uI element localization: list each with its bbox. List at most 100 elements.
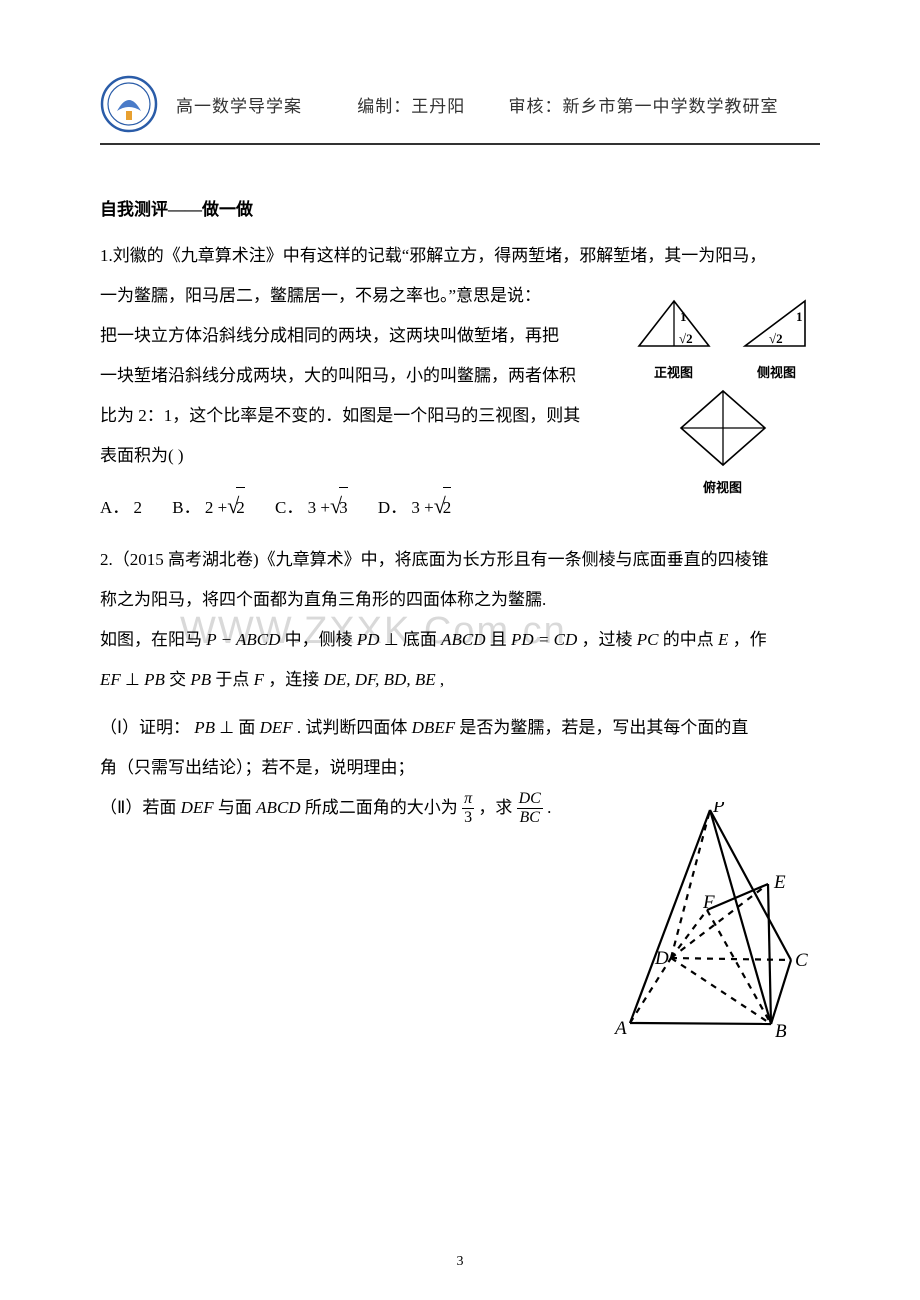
page-number: 3	[0, 1254, 920, 1270]
t: （Ⅰ）证明：	[100, 718, 194, 737]
choice-c-prefix: 3 +	[308, 498, 330, 517]
school-logo-icon	[100, 75, 158, 133]
q1-line3: 把一块立方体沿斜线分成相同的两块，这两块叫做堑堵，再把	[100, 316, 595, 356]
review-name: 新乡市第一中学数学教研室	[563, 97, 779, 116]
choice-a: A． 2	[100, 498, 142, 517]
author-label: 编制：	[357, 97, 411, 116]
m: ABCD	[256, 798, 300, 817]
den: 3	[462, 809, 474, 827]
review-label: 审核：	[509, 97, 563, 116]
t: ,	[436, 670, 445, 689]
m: ABCD	[441, 630, 485, 649]
label-a: A	[613, 1018, 627, 1039]
author-block: 编制：王丹阳	[357, 92, 465, 117]
t: ，求	[478, 798, 512, 817]
t: 中，侧棱	[280, 630, 357, 649]
q1-line4: 一块堑堵沿斜线分成两块，大的叫阳马，小的叫鳖臑，两者体积	[100, 356, 595, 396]
three-view-figure: 1 √2 正视图 1 √2 侧视图	[615, 296, 830, 496]
section-title: 自我测评——做一做	[100, 195, 820, 220]
page-header: 高一数学导学案 编制：王丹阳 审核：新乡市第一中学数学教研室	[100, 75, 820, 133]
q2-line2: 称之为阳马，将四个面都为直角三角形的四面体称之为鳖臑.	[100, 580, 820, 620]
t: 的中点	[659, 630, 719, 649]
m: DEF	[181, 798, 214, 817]
t: ⊥ 面	[215, 718, 260, 737]
m: DBEF	[412, 718, 455, 737]
side-top-label: 1	[796, 309, 803, 324]
top-view: 俯视图	[615, 385, 830, 496]
choice-a-val: 2	[134, 498, 143, 517]
content-area: 自我测评——做一做 1.刘徽的《九章算术注》中有这样的记载“邪解立方，得两堑堵，…	[100, 195, 820, 828]
q1-intro: 1.刘徽的《九章算术注》中有这样的记载“邪解立方，得两堑堵，邪解堑堵，其一为阳马…	[100, 236, 820, 276]
m: PB	[194, 718, 215, 737]
q2-line1: 2.（2015 高考湖北卷)《九章算术》中，将底面为长方形且有一条侧棱与底面垂直…	[100, 540, 820, 580]
question-1: 1.刘徽的《九章算术注》中有这样的记载“邪解立方，得两堑堵，邪解堑堵，其一为阳马…	[100, 236, 820, 530]
side-bot-label: √2	[769, 331, 783, 346]
choice-a-label: A．	[100, 498, 129, 517]
choice-c: C． 3 +√3	[275, 498, 348, 517]
side-view: 1 √2 侧视图	[739, 296, 815, 381]
q2-line4: EF ⊥ PB 交 PB 于点 F ，连接 DE, DF, BD, BE ,	[100, 660, 820, 700]
choice-c-rad: 3	[339, 487, 348, 526]
t: ，作	[728, 630, 766, 649]
top-view-label: 俯视图	[615, 477, 830, 496]
m: PC	[637, 630, 659, 649]
t: 于点	[211, 670, 254, 689]
m: PB	[144, 670, 165, 689]
question-2: 2.（2015 高考湖北卷)《九章算术》中，将底面为长方形且有一条侧棱与底面垂直…	[100, 540, 820, 828]
q1-line6: 表面积为( )	[100, 436, 595, 476]
label-b: B	[775, 1021, 787, 1042]
label-d: D	[654, 948, 669, 969]
m: F	[254, 670, 264, 689]
choice-b-rad: 2	[236, 487, 245, 526]
author-name: 王丹阳	[411, 97, 465, 116]
label-c: C	[795, 950, 808, 971]
fraction-dc-over-bc: DCBC	[517, 790, 543, 828]
label-e: E	[773, 872, 786, 893]
q2-line3: 如图，在阳马 P − ABCD 中，侧棱 PD ⊥ 底面 ABCD 且 PD =…	[100, 620, 820, 660]
choice-b: B． 2 +√2	[172, 498, 245, 517]
q2-part1-line2: 角（只需写出结论）；若不是，说明理由；	[100, 748, 580, 788]
t: ⊥ 底面	[380, 630, 442, 649]
t: 且	[486, 630, 512, 649]
num: DC	[517, 790, 543, 809]
choice-d: D． 3 +√2	[378, 498, 451, 517]
m: P − ABCD	[206, 630, 280, 649]
den: BC	[517, 809, 543, 827]
front-top-label: 1	[680, 309, 687, 324]
choice-b-prefix: 2 +	[205, 498, 227, 517]
t: 如图，在阳马	[100, 630, 206, 649]
t: ，连接	[264, 670, 324, 689]
label-f: F	[702, 892, 715, 913]
q2-part2: （Ⅱ）若面 DEF 与面 ABCD 所成二面角的大小为 π3 ，求 DCBC .	[100, 788, 610, 828]
q2-part1-line1: （Ⅰ）证明： PB ⊥ 面 DEF . 试判断四面体 DBEF 是否为鳖臑，若是…	[100, 708, 820, 748]
header-text: 高一数学导学案 编制：王丹阳 审核：新乡市第一中学数学教研室	[176, 92, 779, 117]
t: 是否为鳖臑，若是，写出其每个面的直	[455, 718, 748, 737]
t: ⊥	[121, 670, 144, 689]
m: EF	[100, 670, 121, 689]
t: 交	[165, 670, 191, 689]
fraction-pi-over-3: π3	[462, 790, 474, 828]
side-view-label: 侧视图	[739, 362, 815, 381]
m: E	[718, 630, 728, 649]
choice-d-label: D．	[378, 498, 407, 517]
choice-d-prefix: 3 +	[411, 498, 433, 517]
m: PD	[357, 630, 380, 649]
t: 与面	[214, 798, 257, 817]
front-view-label: 正视图	[631, 362, 717, 381]
t: . 试判断四面体	[293, 718, 412, 737]
m: PB	[190, 670, 211, 689]
q2-pyramid-figure: P E F D C A B	[595, 802, 810, 1047]
header-divider	[100, 143, 820, 145]
num: π	[462, 790, 474, 809]
choice-c-label: C．	[275, 498, 303, 517]
q1-line5: 比为 2：1，这个比率是不变的．如图是一个阳马的三视图，则其	[100, 396, 595, 436]
m: PD = CD	[511, 630, 577, 649]
review-block: 审核：新乡市第一中学数学教研室	[509, 92, 779, 117]
t: （Ⅱ）若面	[100, 798, 181, 817]
t: 所成二面角的大小为	[301, 798, 458, 817]
front-view: 1 √2 正视图	[631, 296, 717, 381]
course-name: 高一数学导学案	[176, 92, 302, 117]
t: ，过棱	[577, 630, 637, 649]
front-bot-label: √2	[679, 331, 693, 346]
m: DEF	[260, 718, 293, 737]
